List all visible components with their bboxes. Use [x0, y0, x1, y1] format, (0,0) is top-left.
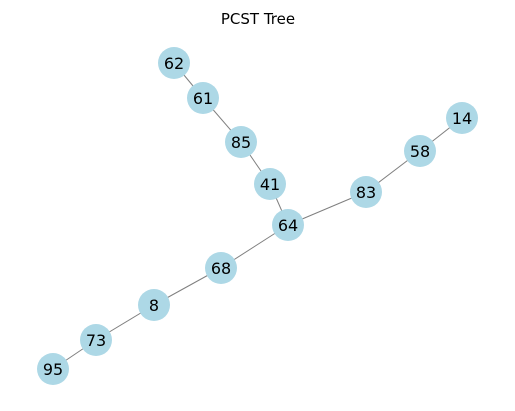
node-circle [37, 353, 69, 385]
node-circle [158, 47, 190, 79]
node-circle [350, 176, 382, 208]
node-41: 41 [254, 168, 286, 200]
node-circle [80, 324, 112, 356]
node-label: 83 [356, 183, 376, 202]
node-8: 8 [138, 289, 170, 321]
edge-layer [52, 62, 463, 370]
node-circle [272, 209, 304, 241]
node-label: 95 [43, 360, 63, 379]
node-circle [225, 126, 257, 158]
node-label: 8 [149, 296, 159, 315]
node-label: 85 [231, 133, 251, 152]
node-circle [138, 289, 170, 321]
node-62: 62 [158, 47, 190, 79]
node-circle [254, 168, 286, 200]
node-label: 61 [193, 89, 213, 108]
node-68: 68 [205, 252, 237, 284]
node-label: 58 [410, 142, 430, 161]
node-label: 62 [164, 54, 184, 73]
node-85: 85 [225, 126, 257, 158]
node-circle [404, 135, 436, 167]
node-circle [205, 252, 237, 284]
node-layer: 62 61 85 41 64 83 58 14 68 8 73 95 [37, 47, 478, 385]
node-label: 41 [260, 175, 280, 194]
node-label: 14 [452, 109, 472, 128]
node-circle [446, 102, 478, 134]
node-73: 73 [80, 324, 112, 356]
node-label: 64 [278, 216, 298, 235]
node-label: 73 [86, 331, 106, 350]
node-83: 83 [350, 176, 382, 208]
node-14: 14 [446, 102, 478, 134]
node-95: 95 [37, 353, 69, 385]
node-58: 58 [404, 135, 436, 167]
node-64: 64 [272, 209, 304, 241]
node-circle [187, 82, 219, 114]
diagram-title: PCST Tree [221, 10, 295, 28]
node-61: 61 [187, 82, 219, 114]
node-label: 68 [211, 259, 231, 278]
